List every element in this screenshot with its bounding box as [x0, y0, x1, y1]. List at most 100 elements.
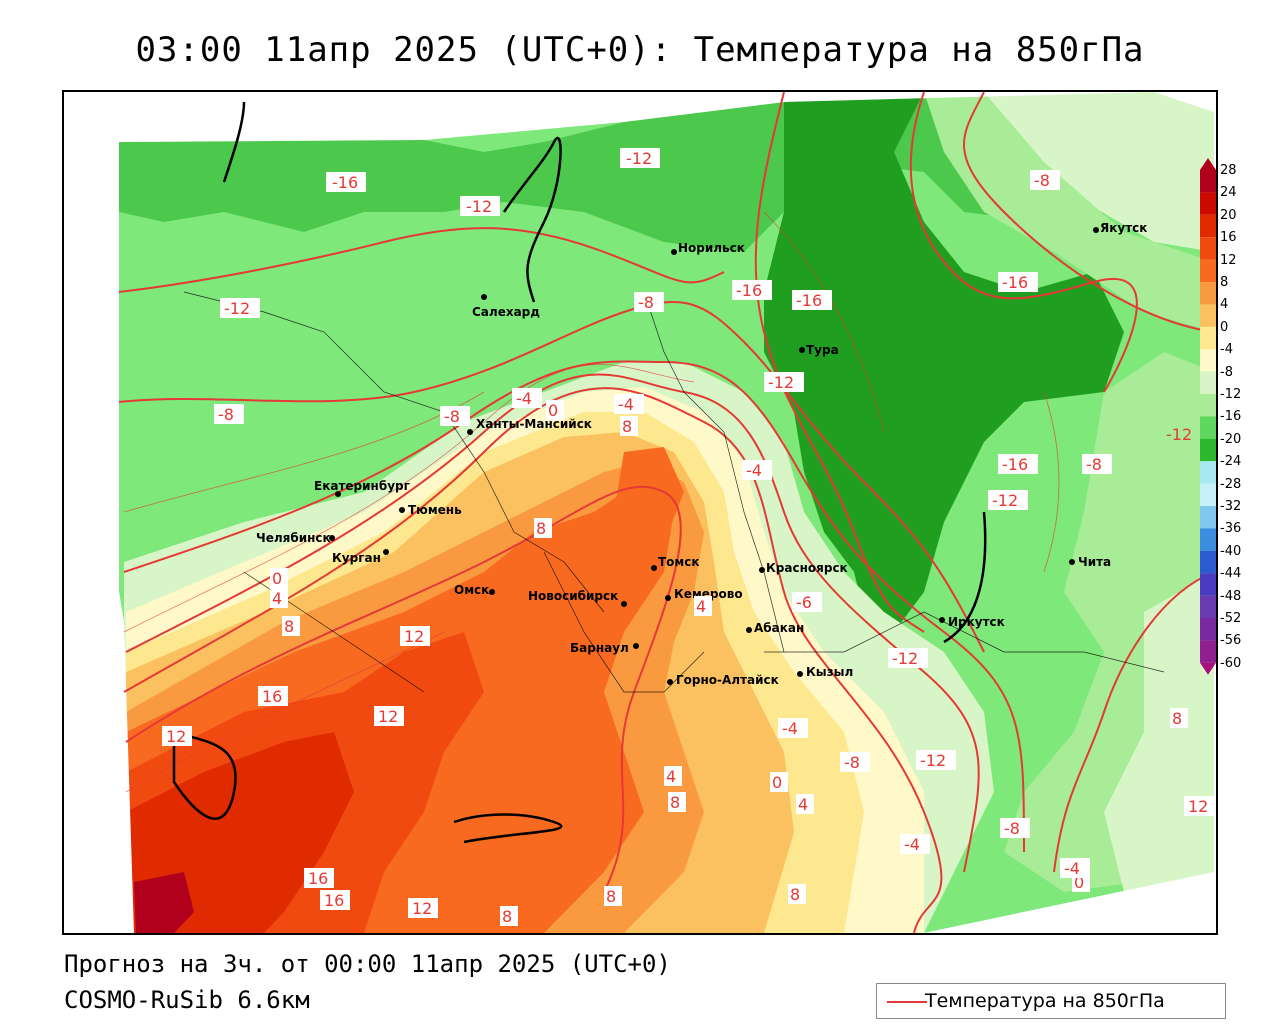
svg-text:-4: -4: [904, 835, 920, 854]
city-dot: [399, 507, 405, 513]
contour-label: 4: [270, 588, 288, 608]
svg-text:-8: -8: [638, 293, 654, 312]
svg-text:-8: -8: [1004, 819, 1020, 838]
outside-domain-right: [924, 872, 1214, 933]
svg-text:4: 4: [666, 767, 676, 786]
city-label: Томск: [658, 555, 700, 569]
city-label: Курган: [332, 551, 381, 565]
colorbar-tick-label: -32: [1220, 499, 1242, 514]
contour-label: 8: [620, 416, 638, 436]
city-labels: Якутск Норильск Салехард Тура Ханты-Манс…: [256, 221, 1147, 687]
city-label: Новосибирск: [528, 589, 618, 603]
svg-text:-16: -16: [796, 291, 822, 310]
contour-label: -12: [1166, 425, 1192, 444]
colorbar-swatch: [1200, 394, 1216, 417]
svg-text:0: 0: [772, 773, 782, 792]
contour-label: -4: [778, 718, 808, 738]
outside-domain-left: [64, 92, 134, 933]
field-blob-tomsk: [614, 447, 684, 592]
svg-text:-12: -12: [466, 197, 492, 216]
contour-label: -16: [998, 272, 1038, 292]
city-label: Кызыл: [806, 665, 853, 679]
colorbar-swatch: [1200, 170, 1216, 193]
colorbar-swatch: [1200, 237, 1216, 260]
colorbar-tick-label: -48: [1220, 588, 1242, 604]
contour-label: -6: [792, 592, 822, 612]
city-label: Салехард: [472, 305, 540, 319]
contour-value-labels: -16 -12 -12 -12 -8 -8 -8 -16 -16 -16 -12…: [162, 148, 1214, 926]
colorbar-swatch: [1200, 528, 1216, 551]
svg-text:-12: -12: [768, 373, 794, 392]
contour-label: -8: [634, 292, 664, 312]
svg-text:16: 16: [262, 687, 282, 706]
svg-text:-12: -12: [992, 491, 1018, 510]
contour-label: -8: [440, 406, 470, 426]
legend-line-swatch: [887, 1001, 927, 1003]
colorbar-swatch: [1200, 618, 1216, 641]
contour-label: -4: [742, 460, 772, 480]
city-label: Норильск: [678, 241, 745, 255]
contour-label: -8: [1082, 454, 1112, 474]
contour-label: -12: [764, 372, 804, 392]
svg-text:-16: -16: [332, 173, 358, 192]
city-dot: [746, 627, 752, 633]
contour-label: 12: [400, 626, 430, 646]
colorbar-tick-label: -44: [1220, 566, 1242, 582]
colorbar-swatch: [1200, 371, 1216, 394]
svg-text:-8: -8: [844, 753, 860, 772]
city-label: Челябинск: [256, 531, 331, 545]
city-label: Тюмень: [408, 503, 462, 517]
svg-text:8: 8: [1172, 709, 1182, 728]
city-dot: [799, 347, 805, 353]
contour-label: -12: [620, 148, 660, 168]
colorbar-tick-label: -12: [1220, 387, 1242, 402]
svg-text:-6: -6: [796, 593, 812, 612]
contour-label: 12: [374, 706, 404, 726]
colorbar-swatch: [1200, 304, 1216, 327]
contour-label: 16: [320, 890, 350, 910]
colorbar-tick-label: 28: [1220, 163, 1237, 178]
contour-label: -12: [888, 648, 928, 668]
contour-label: 12: [408, 898, 438, 918]
svg-text:-4: -4: [746, 461, 762, 480]
colorbar-tick-label: -20: [1220, 431, 1242, 447]
colorbar-tick-label: 24: [1220, 185, 1237, 201]
colorbar-tick-label: -36: [1220, 521, 1242, 537]
svg-text:-12: -12: [224, 299, 250, 318]
city-label: Абакан: [754, 621, 804, 635]
city-dot: [335, 491, 341, 497]
city-dot: [1069, 559, 1075, 565]
contour-label: -12: [220, 298, 260, 318]
city-dot: [481, 294, 487, 300]
city-label: Омск: [454, 583, 489, 597]
colorbar-swatch: [1200, 438, 1216, 462]
svg-text:-4: -4: [618, 395, 634, 414]
contour-label: -8: [214, 404, 244, 424]
city-dot: [939, 617, 945, 623]
field-ne-pale: [964, 92, 1214, 252]
svg-text:8: 8: [790, 885, 800, 904]
colorbar-swatch: [1200, 640, 1216, 663]
svg-text:-8: -8: [1034, 171, 1050, 190]
legend-label: Температура на 850гПа: [925, 990, 1165, 1012]
contour-label: -16: [732, 280, 772, 300]
city-dot: [633, 643, 639, 649]
svg-text:4: 4: [272, 589, 282, 608]
colorbar-swatch: [1200, 259, 1216, 282]
contour-label: -8: [1000, 818, 1030, 838]
outside-domain-top: [64, 92, 1154, 142]
colorbar-tick-label: -40: [1220, 543, 1242, 559]
colorbar-swatches: [1200, 158, 1216, 675]
colorbar-tick-label: 16: [1220, 230, 1237, 246]
contour-label: 4: [796, 794, 814, 814]
contour-label: -4: [614, 394, 644, 414]
city-label: Чита: [1078, 555, 1111, 569]
svg-text:8: 8: [284, 617, 294, 636]
contour-label: 0: [770, 772, 788, 792]
svg-text:12: 12: [404, 627, 424, 646]
colorbar-swatch: [1200, 506, 1216, 529]
colorbar-tick-label: 20: [1220, 207, 1237, 223]
colorbar-tick-label: 4: [1220, 297, 1229, 313]
temperature-map[interactable]: Якутск Норильск Салехард Тура Ханты-Манс…: [62, 90, 1218, 935]
svg-text:-4: -4: [516, 389, 532, 408]
